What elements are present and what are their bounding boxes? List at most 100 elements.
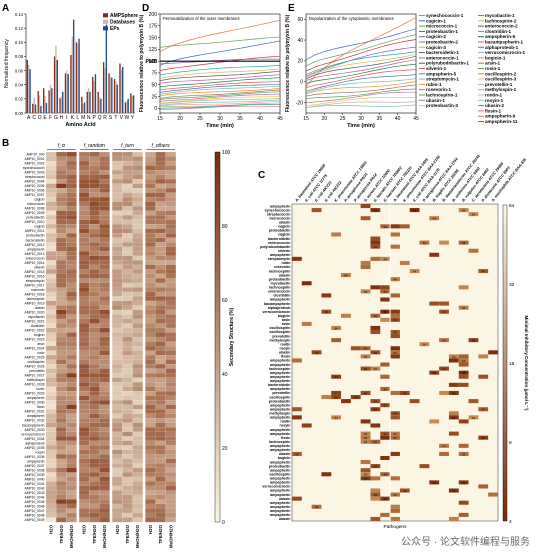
b-cell bbox=[155, 445, 166, 451]
b-cell bbox=[79, 246, 90, 252]
b-cell bbox=[45, 359, 57, 365]
b-cell bbox=[145, 368, 156, 374]
b-row-label: prevotellin bbox=[29, 369, 44, 373]
b-cell bbox=[45, 445, 57, 451]
a-bar bbox=[60, 96, 63, 113]
b-row-label: fixsin bbox=[37, 405, 45, 409]
b-cell bbox=[122, 354, 133, 360]
c-cell-value: 64 bbox=[384, 290, 388, 294]
c-cell-value: 64 bbox=[433, 371, 437, 375]
b-cell bbox=[79, 490, 90, 496]
b-cell bbox=[99, 364, 110, 369]
b-cell bbox=[122, 156, 133, 162]
b-cell bbox=[56, 305, 67, 311]
b-cell bbox=[89, 350, 100, 356]
b-cell bbox=[122, 278, 133, 284]
b-cell bbox=[132, 228, 143, 234]
c-cell-value: 64 bbox=[384, 257, 388, 261]
b-cell bbox=[132, 287, 143, 293]
b-cell bbox=[79, 219, 90, 225]
b-cell bbox=[122, 382, 133, 387]
b-cell bbox=[155, 467, 166, 473]
c-cell bbox=[311, 208, 322, 213]
b-cell bbox=[89, 476, 100, 482]
b-cell bbox=[66, 255, 77, 261]
b-cell bbox=[155, 386, 166, 392]
b-cell bbox=[112, 287, 123, 293]
a-y-tick-label: 0.00 bbox=[15, 111, 24, 116]
b-cell bbox=[112, 323, 123, 329]
d-series-line bbox=[159, 65, 281, 76]
b-cell bbox=[99, 499, 110, 505]
a-bar bbox=[111, 77, 113, 113]
b-cell bbox=[145, 490, 156, 496]
b-cell bbox=[79, 237, 90, 243]
b-cell bbox=[66, 350, 77, 356]
b-cell bbox=[145, 409, 156, 414]
a-x-tick-label: C bbox=[32, 115, 36, 121]
e-x-tick-label: 45 bbox=[413, 116, 419, 122]
b-cell bbox=[99, 278, 110, 284]
c-cell bbox=[448, 354, 459, 359]
b-cell bbox=[66, 400, 77, 405]
b-cell bbox=[165, 183, 176, 189]
c-cell bbox=[390, 504, 400, 509]
b-cell bbox=[122, 431, 133, 437]
b-cell bbox=[132, 472, 143, 478]
d-y-tick-label: 125 bbox=[149, 47, 158, 53]
d-y-tick-label: 0 bbox=[154, 106, 157, 112]
b-cell bbox=[79, 467, 90, 473]
b-cell bbox=[145, 233, 156, 238]
b-cbar-tick-label: 60 bbox=[222, 298, 228, 304]
c-row-label: ampspherin bbox=[270, 298, 290, 302]
a-x-tick-label: V bbox=[120, 115, 124, 121]
c-cell bbox=[448, 390, 459, 396]
b-cell bbox=[45, 188, 57, 193]
b-row-label: AMP10_0034 bbox=[25, 437, 45, 441]
b-cell bbox=[99, 282, 110, 288]
b-cell bbox=[89, 169, 100, 175]
b-cell bbox=[45, 165, 57, 171]
b-cell bbox=[79, 291, 90, 297]
b-cell bbox=[122, 228, 133, 234]
b-cell bbox=[56, 409, 67, 414]
c-cell bbox=[380, 374, 391, 379]
b-cell bbox=[112, 151, 123, 157]
b-cell bbox=[122, 282, 133, 288]
b-row-label: AMP10_0033 bbox=[25, 428, 45, 432]
b-cell bbox=[66, 278, 77, 284]
b-cell bbox=[66, 364, 77, 369]
a-bar bbox=[29, 69, 31, 113]
d-y-tick-label: 50 bbox=[151, 83, 157, 89]
b-cell bbox=[165, 255, 176, 261]
b-cell bbox=[89, 242, 100, 248]
c-cell bbox=[360, 468, 371, 473]
b-cell bbox=[56, 341, 67, 347]
b-cell bbox=[112, 350, 123, 356]
b-cell bbox=[145, 174, 156, 180]
c-row-label: streptomycin bbox=[268, 257, 291, 261]
b-cell bbox=[89, 237, 100, 243]
b-cell bbox=[145, 427, 156, 433]
e-legend-label: synechococcin-1 bbox=[426, 13, 464, 18]
b-cell bbox=[132, 467, 143, 473]
c-cell bbox=[301, 281, 312, 286]
b-cell bbox=[56, 395, 67, 401]
c-row-label: rosevorin bbox=[274, 265, 290, 269]
b-cell bbox=[165, 391, 176, 396]
e-series-line bbox=[305, 59, 417, 81]
c-row-label: fixsin bbox=[281, 355, 290, 359]
b-cell bbox=[56, 467, 67, 473]
c-row-label: ampspherin bbox=[270, 460, 290, 464]
b-cell bbox=[112, 345, 123, 351]
b-cell bbox=[132, 336, 143, 342]
c-cell-value: 64 bbox=[413, 209, 417, 213]
b-row-label: AMP10_0002 bbox=[25, 162, 45, 166]
c-cell bbox=[399, 224, 410, 229]
a-legend-swatch bbox=[103, 26, 108, 31]
b-cell bbox=[89, 517, 100, 523]
b-col-label: MeOH/H2O bbox=[69, 524, 74, 548]
c-cell bbox=[468, 415, 479, 420]
c-cell bbox=[360, 354, 371, 359]
